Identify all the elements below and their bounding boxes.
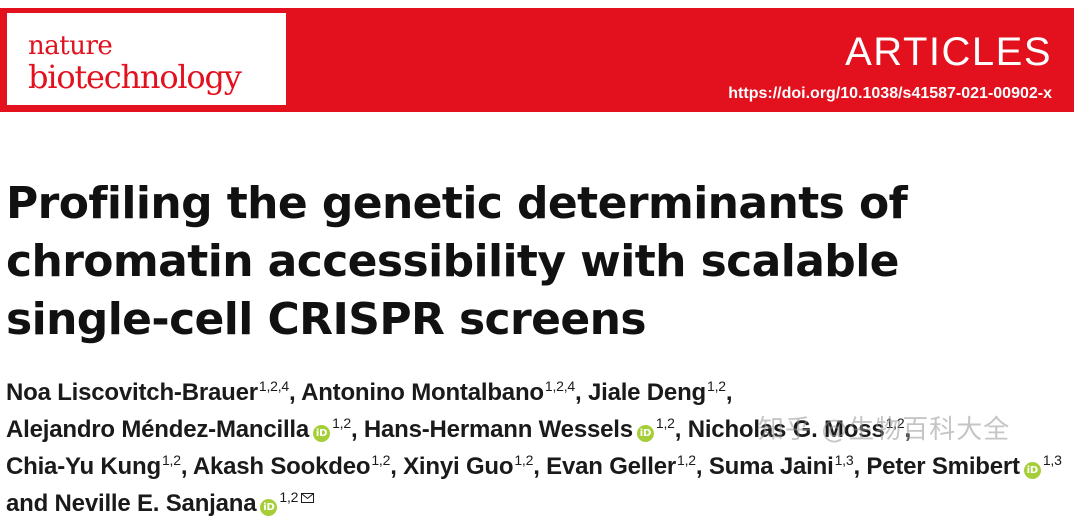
orcid-icon[interactable]: iD <box>313 425 331 442</box>
author-name: Noa Liscovitch-Brauer <box>6 379 258 406</box>
author-name: Hans-Hermann Wessels <box>363 416 633 443</box>
author-affiliation: 1,2 <box>332 415 351 431</box>
author-entry[interactable]: Neville E. Sanjana iD1,2 <box>55 490 315 517</box>
author-entry[interactable]: Xinyi Guo1,2 <box>403 453 533 480</box>
author-affiliation: 1,2,4 <box>544 378 576 394</box>
author-name: Evan Geller <box>546 453 677 480</box>
author-affiliation: 1,3 <box>834 452 854 468</box>
orcid-icon[interactable]: iD <box>260 499 278 516</box>
article-title: Profiling the genetic determinants of ch… <box>6 178 908 345</box>
author-name: Chia-Yu Kung <box>6 453 161 480</box>
author-entry[interactable]: Alejandro Méndez-Mancilla iD1,2 <box>6 416 351 443</box>
author-name: Peter Smibert <box>866 453 1020 480</box>
author-affiliation: 1,2 <box>514 452 534 468</box>
author-entry[interactable]: Noa Liscovitch-Brauer1,2,4 <box>6 379 289 406</box>
author-name: Alejandro Méndez-Mancilla <box>6 416 310 443</box>
logo-line-biotechnology: biotechnology <box>28 58 242 96</box>
email-icon[interactable] <box>301 493 315 503</box>
author-affiliation: 1,2,4 <box>258 378 290 394</box>
author-name: Antonino Montalbano <box>301 379 544 406</box>
author-entry[interactable]: Suma Jaini1,3 <box>709 453 854 480</box>
author-name: Nicholas G. Moss <box>687 416 885 443</box>
journal-logo[interactable]: nature biotechnology <box>7 13 286 105</box>
author-name: Suma Jaini <box>708 453 834 480</box>
author-entry[interactable]: Evan Geller1,2 <box>546 453 696 480</box>
author-name: Neville E. Sanjana <box>54 490 257 517</box>
journal-banner: nature biotechnology ARTICLES https://do… <box>0 8 1074 112</box>
author-entry[interactable]: Nicholas G. Moss1,2 <box>688 416 905 443</box>
author-name: Jiale Deng <box>587 379 707 406</box>
section-label: ARTICLES <box>845 30 1052 74</box>
author-entry[interactable]: Chia-Yu Kung1,2 <box>6 453 181 480</box>
author-affiliation: 1,2 <box>161 452 181 468</box>
author-entry[interactable]: Akash Sookdeo1,2 <box>192 452 391 480</box>
author-affiliation: 1,2 <box>279 489 299 505</box>
orcid-icon[interactable]: iD <box>1023 462 1041 479</box>
author-entry[interactable]: Jiale Deng1,2 <box>588 379 726 406</box>
watermark-text: 知乎 @生物百科大全 <box>758 415 1011 445</box>
author-affiliation: 1,2 <box>655 415 675 431</box>
author-affiliation: 1,2 <box>371 452 391 468</box>
author-entry[interactable]: Peter Smibert iD1,3 <box>866 452 1062 480</box>
author-name: Akash Sookdeo <box>192 453 371 480</box>
author-affiliation: 1,2 <box>677 452 696 468</box>
logo-line-nature: nature <box>28 31 113 61</box>
doi-link[interactable]: https://doi.org/10.1038/s41587-021-00902… <box>728 85 1052 102</box>
author-name: Xinyi Guo <box>403 453 514 480</box>
author-list: Noa Liscovitch-Brauer1,2,4, Antonino Mon… <box>6 378 1062 517</box>
author-entry[interactable]: Antonino Montalbano1,2,4 <box>301 379 575 406</box>
author-entry[interactable]: Hans-Hermann Wessels iD1,2 <box>364 416 675 443</box>
author-affiliation: 1,2 <box>885 415 905 431</box>
orcid-icon[interactable]: iD <box>636 425 654 442</box>
author-affiliation: 1,3 <box>1042 452 1062 468</box>
author-affiliation: 1,2 <box>707 378 726 394</box>
